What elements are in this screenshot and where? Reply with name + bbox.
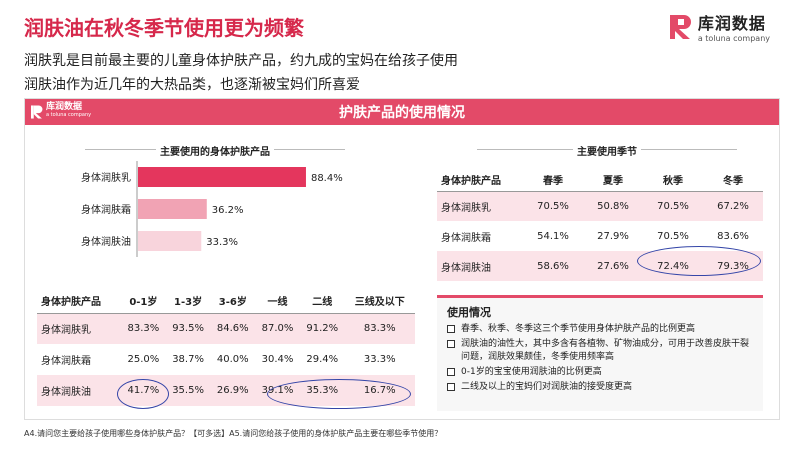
bar-value-label: 88.4% bbox=[311, 173, 343, 184]
usage-list: 春季、秋季、冬季这三个季节使用身体护肤产品的比例更高 润肤油的油性大，其中多含有… bbox=[447, 323, 757, 396]
list-item-text: 润肤油的油性大，其中多含有各植物、矿物油成分，可用于改善皮肤干裂问题，润肤效果颇… bbox=[461, 339, 750, 362]
column-header: 二线 bbox=[299, 289, 345, 314]
checkbox-icon bbox=[447, 383, 455, 391]
bar bbox=[138, 231, 202, 251]
table-cell: 67.2% bbox=[703, 191, 763, 221]
column-header: 夏季 bbox=[583, 169, 643, 192]
table-row: 身体润肤乳 83.3% 93.5% 84.6% 87.0% 91.2% 83.3… bbox=[37, 313, 415, 344]
column-header: 3-6岁 bbox=[210, 289, 256, 314]
table-cell: 身体润肤霜 bbox=[441, 232, 491, 244]
table-cell: 26.9% bbox=[210, 375, 256, 406]
column-header: 春季 bbox=[523, 169, 583, 192]
page-title: 润肤油在秋冬季节使用更为频繁 bbox=[24, 16, 304, 40]
panel-header: 库润数据 a toluna company 护肤产品的使用情况 bbox=[25, 99, 779, 125]
checkbox-icon bbox=[447, 368, 455, 376]
panel-logo-icon bbox=[31, 104, 43, 119]
column-header: 身体护肤产品 bbox=[37, 289, 121, 314]
table-row: 身体润肤霜 54.1% 27.9% 70.5% 83.6% bbox=[437, 221, 763, 251]
table-cell: 身体润肤油 bbox=[437, 251, 523, 281]
usage-summary-box: 使用情况 春季、秋季、冬季这三个季节使用身体护肤产品的比例更高 润肤油的油性大，… bbox=[437, 295, 763, 411]
highlight-oval bbox=[267, 379, 411, 409]
table-cell: 27.6% bbox=[583, 251, 643, 281]
bar-category-label: 身体润肤油 bbox=[81, 235, 131, 248]
table-cell: 35.5% bbox=[165, 375, 211, 406]
table-cell: 70.5% bbox=[657, 230, 689, 242]
table-cell: 29.4% bbox=[306, 354, 339, 365]
table-cell: 25.0% bbox=[127, 354, 160, 365]
usage-title: 使用情况 bbox=[447, 306, 491, 319]
table-cell: 50.8% bbox=[583, 191, 643, 221]
bar-value-label: 36.2% bbox=[212, 205, 244, 216]
season-table-title: 主要使用季节 bbox=[477, 143, 737, 158]
logo-name: 库润数据 bbox=[697, 14, 766, 33]
table-cell: 54.1% bbox=[537, 230, 569, 242]
table-cell: 83.6% bbox=[717, 230, 749, 242]
brand-logo: 库润数据 a toluna company bbox=[669, 10, 770, 43]
footnote: A4.请问您主要给孩子使用哪些身体护肤产品？【可多选】A5.请问您给孩子使用的身… bbox=[24, 429, 443, 438]
checkbox-icon bbox=[447, 340, 455, 348]
column-header: 秋季 bbox=[643, 169, 703, 192]
bar-category-label: 身体润肤霜 bbox=[81, 203, 131, 216]
logo-tagline: a toluna company bbox=[697, 34, 770, 43]
panel-logo-tagline: a toluna company bbox=[46, 112, 92, 118]
subtitle-line-2: 润肤油作为近几年的大热品类，也逐渐被宝妈们所喜爱 bbox=[24, 77, 360, 93]
table-cell: 70.5% bbox=[523, 191, 583, 221]
list-item: 春季、秋季、冬季这三个季节使用身体护肤产品的比例更高 bbox=[447, 323, 757, 336]
table-cell: 27.9% bbox=[597, 230, 629, 242]
column-header: 身体护肤产品 bbox=[437, 169, 523, 192]
table-cell: 91.2% bbox=[299, 313, 345, 344]
usage-panel: 库润数据 a toluna company 护肤产品的使用情况 主要使用的身体护… bbox=[24, 98, 780, 420]
table-row: 身体润肤乳 70.5% 50.8% 70.5% 67.2% bbox=[437, 191, 763, 221]
highlight-oval bbox=[637, 246, 761, 276]
product-bar-chart: 身体润肤乳 88.4% 身体润肤霜 36.2% 身体润肤油 33.3% bbox=[45, 161, 375, 275]
list-item-text: 春季、秋季、冬季这三个季节使用身体护肤产品的比例更高 bbox=[461, 324, 696, 334]
bar bbox=[138, 167, 306, 187]
table-cell: 身体润肤乳 bbox=[437, 191, 523, 221]
logo-icon bbox=[669, 14, 692, 39]
table-cell: 58.6% bbox=[523, 251, 583, 281]
column-header: 一线 bbox=[255, 289, 300, 314]
table-row: 身体润肤霜 25.0% 38.7% 40.0% 30.4% 29.4% 33.3… bbox=[37, 344, 415, 375]
table-cell: 身体润肤油 bbox=[37, 375, 121, 406]
table-cell: 身体润肤乳 bbox=[37, 313, 121, 344]
table-cell: 40.0% bbox=[216, 354, 249, 365]
highlight-oval bbox=[117, 379, 169, 409]
table-cell: 30.4% bbox=[261, 354, 294, 365]
table-cell: 83.3% bbox=[121, 313, 166, 344]
subtitle-line-1: 润肤乳是目前最主要的儿童身体护肤产品，约九成的宝妈在给孩子使用 bbox=[24, 53, 458, 69]
bar-value-label: 33.3% bbox=[206, 237, 238, 248]
table-cell: 83.3% bbox=[344, 313, 415, 344]
list-item-text: 二线及以上的宝妈们对润肤油的接受度更高 bbox=[461, 382, 633, 392]
table-cell: 身体润肤霜 bbox=[41, 356, 91, 367]
list-item: 0-1岁的宝宝使用润肤油的比例更高 bbox=[447, 366, 757, 379]
table-cell: 87.0% bbox=[255, 313, 300, 344]
column-header: 冬季 bbox=[703, 169, 763, 192]
bar bbox=[138, 199, 207, 219]
table-cell: 93.5% bbox=[165, 313, 211, 344]
table-header-row: 身体护肤产品 春季 夏季 秋季 冬季 bbox=[437, 169, 763, 192]
table-cell: 33.3% bbox=[363, 354, 396, 365]
panel-title: 护肤产品的使用情况 bbox=[339, 105, 465, 121]
checkbox-icon bbox=[447, 325, 455, 333]
panel-logo-name: 库润数据 bbox=[46, 102, 83, 112]
bar-category-label: 身体润肤乳 bbox=[81, 171, 131, 184]
table-cell: 70.5% bbox=[643, 191, 703, 221]
list-item: 二线及以上的宝妈们对润肤油的接受度更高 bbox=[447, 381, 757, 394]
panel-logo: 库润数据 a toluna company bbox=[31, 102, 92, 119]
list-item: 润肤油的油性大，其中多含有各植物、矿物油成分，可用于改善皮肤干裂问题，润肤效果颇… bbox=[447, 338, 757, 364]
table-header-row: 身体护肤产品 0-1岁 1-3岁 3-6岁 一线 二线 三线及以下 bbox=[37, 289, 415, 314]
column-header: 三线及以下 bbox=[344, 289, 415, 314]
table-cell: 38.7% bbox=[172, 354, 204, 365]
bar-chart-title: 主要使用的身体护肤产品 bbox=[85, 143, 345, 158]
column-header: 0-1岁 bbox=[121, 289, 166, 314]
table-cell: 84.6% bbox=[210, 313, 256, 344]
column-header: 1-3岁 bbox=[165, 289, 211, 314]
list-item-text: 0-1岁的宝宝使用润肤油的比例更高 bbox=[461, 367, 602, 377]
